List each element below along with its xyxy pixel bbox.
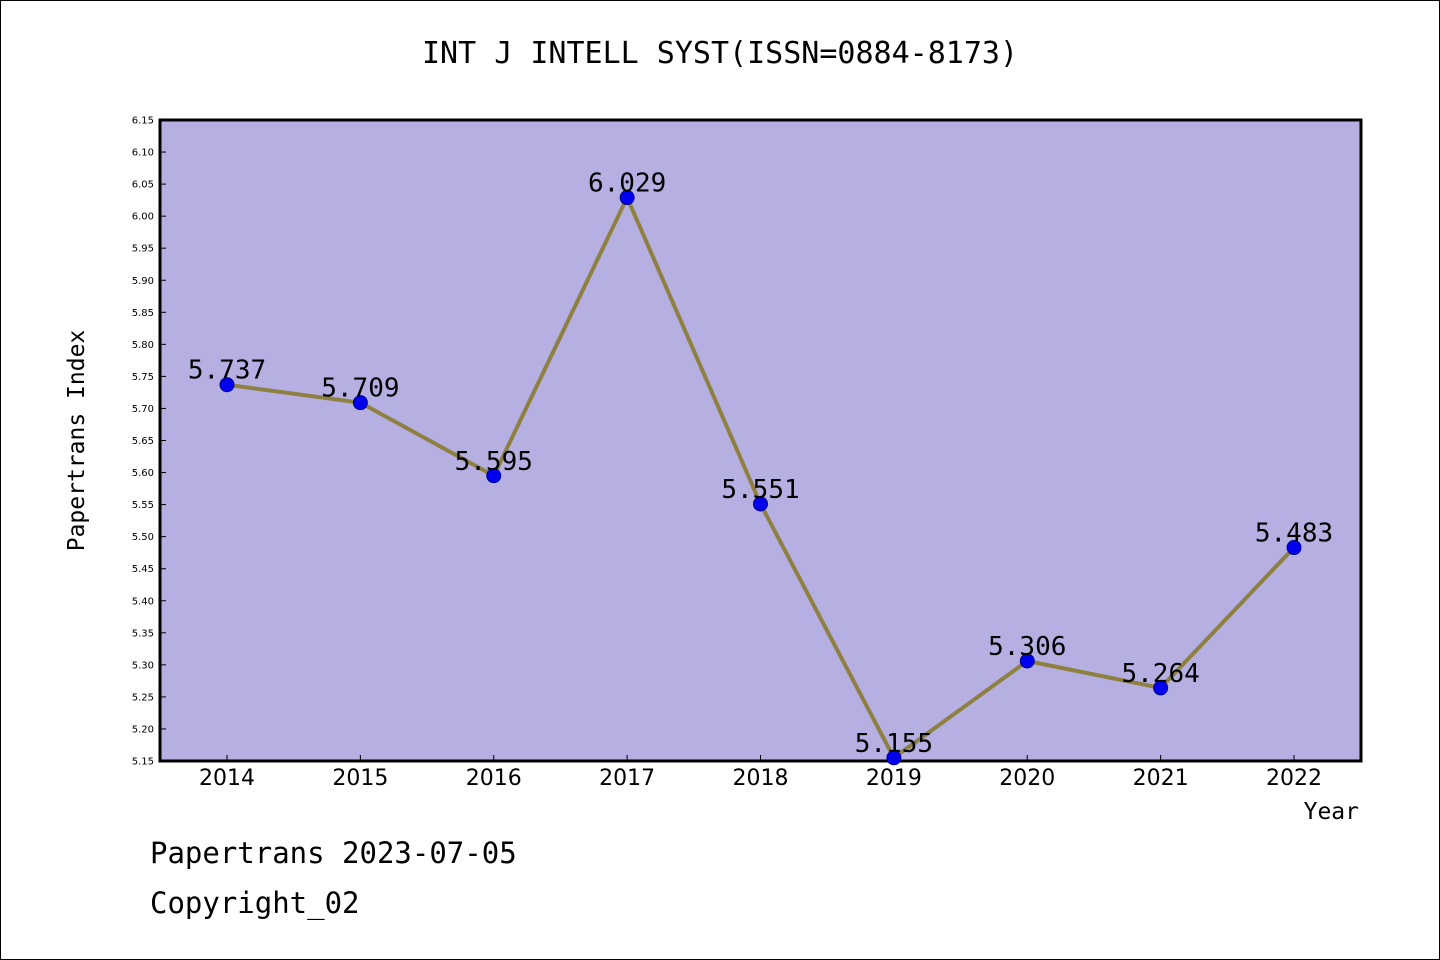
data-label: 5.737 (188, 356, 266, 386)
y-tick-label: 5.45 (132, 564, 154, 575)
footer-copyright: Copyright_02 (150, 886, 360, 920)
y-tick-label: 5.15 (132, 757, 154, 768)
data-label: 5.709 (321, 374, 399, 404)
x-tick-label: 2014 (199, 766, 255, 791)
y-tick-label: 6.15 (132, 116, 154, 127)
y-tick-label: 5.60 (132, 468, 154, 479)
data-label: 5.306 (988, 632, 1066, 662)
data-point (753, 496, 768, 512)
data-point (1153, 680, 1169, 696)
data-label: 5.264 (1121, 659, 1199, 689)
x-tick-label: 2015 (332, 766, 388, 791)
y-axis-title: Papertrans Index (64, 330, 90, 552)
y-tick-label: 5.40 (132, 596, 154, 607)
y-tick-label: 5.80 (132, 340, 154, 351)
x-tick-label: 2019 (866, 766, 922, 791)
x-tick-label: 2018 (733, 766, 789, 791)
y-tick-label: 5.75 (132, 372, 154, 383)
footer-date: Papertrans 2023-07-05 (150, 836, 517, 870)
x-tick-label: 2022 (1266, 766, 1322, 791)
data-point (486, 468, 502, 484)
data-label: 5.595 (455, 447, 533, 477)
y-axis: 5.15 5.20 5.25 5.30 5.35 5.40 5.45 5.50 5.55 5.60… (132, 116, 166, 768)
data-label: 6.029 (588, 169, 666, 199)
x-tick-label: 2020 (999, 766, 1055, 791)
y-tick-label: 6.10 (132, 148, 154, 159)
y-tick-label: 5.65 (132, 436, 154, 447)
x-axis: 2014 2015 2016 2017 2018 2019 2020 2021 2022 (199, 755, 1322, 791)
data-label: 5.155 (855, 729, 933, 759)
y-tick-label: 6.05 (132, 180, 154, 191)
data-point (619, 190, 635, 206)
x-tick-label: 2017 (599, 766, 655, 791)
data-point (1019, 653, 1035, 669)
plot-area (158, 118, 1363, 763)
data-point (1286, 540, 1302, 556)
data-label: 5.483 (1255, 519, 1333, 549)
data-label: 5.551 (721, 475, 799, 505)
y-tick-label: 5.90 (132, 276, 154, 287)
y-tick-label: 5.95 (132, 244, 154, 255)
y-tick-label: 5.35 (132, 628, 154, 639)
y-tick-label: 5.50 (132, 532, 154, 543)
x-axis-title: Year (1304, 799, 1359, 825)
y-tick-label: 5.85 (132, 308, 154, 319)
y-tick-label: 5.20 (132, 724, 154, 735)
x-tick-label: 2021 (1133, 766, 1189, 791)
data-point (352, 395, 368, 411)
y-tick-label: 6.00 (132, 212, 154, 223)
y-tick-label: 5.70 (132, 404, 154, 415)
series-markers (219, 190, 1302, 766)
chart-title: INT J INTELL SYST(ISSN=0884-8173) (421, 36, 1019, 71)
data-point (886, 750, 902, 766)
y-tick-label: 5.25 (132, 692, 154, 703)
y-tick-label: 5.55 (132, 500, 154, 511)
x-tick-label: 2016 (466, 766, 522, 791)
y-tick-label: 5.30 (132, 660, 154, 671)
data-point (219, 377, 235, 393)
data-labels: 5.737 5.709 5.595 6.029 5.551 5.155 5.306 5.264… (188, 169, 1333, 759)
